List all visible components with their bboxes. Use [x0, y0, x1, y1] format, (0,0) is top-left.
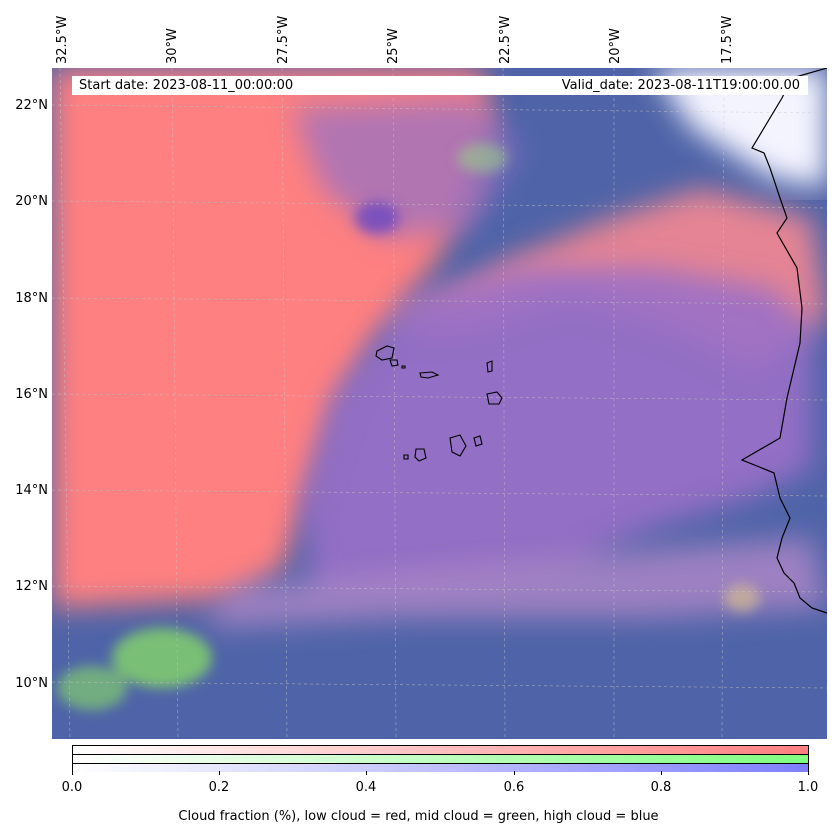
start-date-label: Start date: 2023-08-11_00:00:00	[79, 78, 294, 93]
lon-label-27-5w: 27.5°W	[276, 15, 291, 64]
lon-label-17-5w: 17.5°W	[720, 15, 735, 64]
lon-label-22-5w: 22.5°W	[498, 15, 513, 64]
colorbar-tickmark	[661, 771, 662, 775]
lat-label-18n: 18°N	[15, 291, 48, 306]
mixed-cloud-north	[292, 98, 522, 238]
mixed-cloud-band	[302, 268, 812, 588]
lon-label-30w: 30°W	[165, 28, 180, 64]
lat-label-22n: 22°N	[15, 98, 48, 113]
colorbar-mid-cloud	[73, 755, 808, 764]
mid-cloud-patch	[457, 143, 507, 173]
lon-label-20w: 20°W	[608, 28, 623, 64]
date-info-box: Start date: 2023-08-11_00:00:00 Valid_da…	[72, 76, 808, 95]
high-cloud-patch	[355, 202, 399, 234]
lon-label-25w: 25°W	[386, 28, 401, 64]
mid-cloud-patch	[57, 666, 127, 710]
colorbar-label: Cloud fraction (%), low cloud = red, mid…	[178, 809, 659, 824]
mixed-cloud-south	[202, 538, 827, 628]
colorbar-tickmark	[514, 771, 515, 775]
lat-label-10n: 10°N	[15, 676, 48, 691]
colorbar-tickmark	[219, 771, 220, 775]
map-canvas	[52, 68, 827, 739]
colorbar-tickmark	[366, 771, 367, 775]
lat-label-20n: 20°N	[15, 194, 48, 209]
colorbar	[72, 745, 809, 772]
colorbar-low-cloud	[73, 746, 808, 755]
colorbar-high-cloud	[73, 764, 808, 772]
mid-cloud-patch	[112, 628, 212, 688]
colorbar-tick-0-2: 0.2	[208, 780, 230, 795]
colorbar-tickmark	[72, 771, 73, 775]
colorbar-tick-0: 0.0	[61, 780, 83, 795]
coastline-africa	[740, 68, 827, 614]
graticule	[52, 68, 827, 739]
colorbar-tick-0-6: 0.6	[503, 780, 525, 795]
cloud-fraction-map	[52, 68, 827, 739]
colorbar-tick-0-8: 0.8	[650, 780, 672, 795]
lat-label-14n: 14°N	[15, 483, 48, 498]
colorbar-tick-0-4: 0.4	[355, 780, 377, 795]
colorbar-tickmark	[808, 771, 809, 775]
lat-label-16n: 16°N	[15, 387, 48, 402]
clear-sky-northeast	[652, 68, 827, 188]
cape-verde-islands	[375, 345, 503, 462]
valid-date-label: Valid_date: 2023-08-11T19:00:00.00	[561, 78, 800, 93]
colorbar-tick-1: 1.0	[797, 780, 819, 795]
lat-label-12n: 12°N	[15, 579, 48, 594]
mid-cloud-patch	[724, 584, 760, 612]
lon-label-32-5w: 32.5°W	[55, 15, 70, 64]
